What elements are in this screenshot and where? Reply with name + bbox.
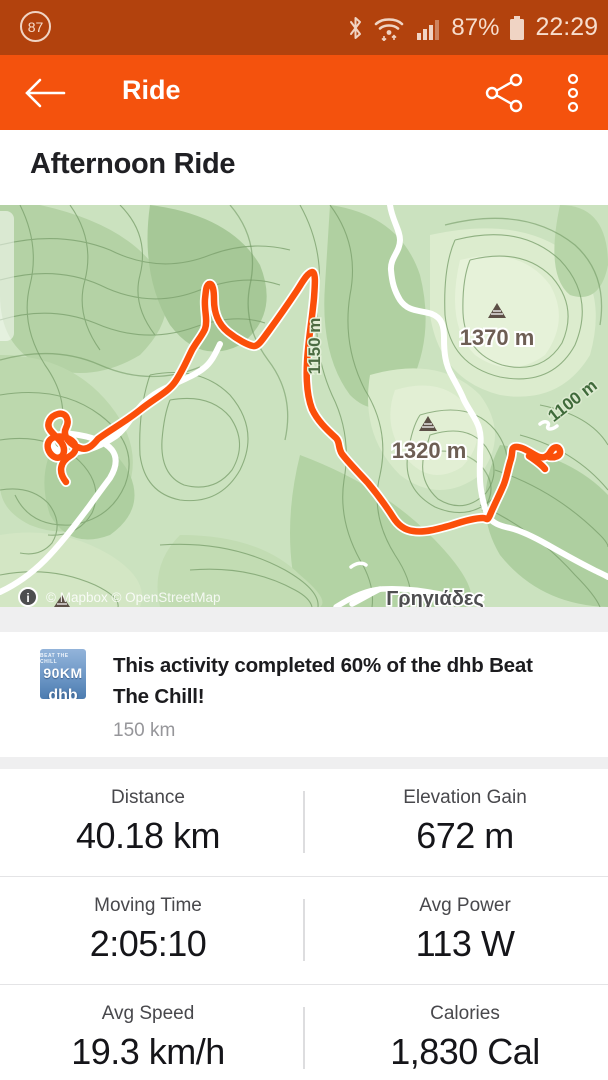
challenge-goal: 150 km xyxy=(113,720,176,741)
place-label: Γρηγιάδες xyxy=(386,588,484,607)
stat-label: Elevation Gain xyxy=(403,787,527,808)
stat-value: 113 W xyxy=(415,923,515,964)
stat-avg-power: Avg Power 113 W xyxy=(325,877,605,985)
app-bar: Ride xyxy=(0,55,608,130)
status-bar: 87 87% 22:29 xyxy=(0,0,608,55)
stat-value: 1,830 Cal xyxy=(390,1031,540,1072)
column-divider xyxy=(303,1007,305,1069)
contour-label-1150: 1150 m xyxy=(305,318,324,375)
wifi-icon xyxy=(375,17,404,41)
challenge-badge-dhb: BEAT THE CHILL 90KM dhb xyxy=(40,649,86,699)
badge-brand: dhb xyxy=(48,687,78,699)
overflow-menu-icon[interactable] xyxy=(556,71,590,115)
stat-distance: Distance 40.18 km xyxy=(8,769,288,877)
clock-text: 22:29 xyxy=(535,13,598,41)
stat-label: Avg Speed xyxy=(101,1003,195,1024)
stat-value: 2:05:10 xyxy=(89,923,207,964)
battery-percent-text: 87% xyxy=(451,13,500,41)
page-title: Ride xyxy=(122,75,181,105)
stat-avg-speed: Avg Speed 19.3 km/h xyxy=(8,985,288,1080)
stats-row-1: Distance 40.18 km Elevation Gain 672 m xyxy=(0,769,608,877)
challenge-card[interactable]: BEAT THE CHILL 90KM dhb This activity co… xyxy=(0,632,608,757)
bluetooth-icon xyxy=(350,16,362,39)
stats-grid: Distance 40.18 km Elevation Gain 672 m M… xyxy=(0,769,608,1080)
stat-value: 672 m xyxy=(416,815,514,856)
notification-count-badge: 87 xyxy=(20,11,51,42)
stats-row-3: Avg Speed 19.3 km/h Calories 1,830 Cal xyxy=(0,985,608,1080)
peak-marker-1320: 1320 m xyxy=(390,416,468,465)
peak-label: 1320 m xyxy=(392,438,467,463)
svg-text:i: i xyxy=(26,591,29,605)
challenge-message: This activity completed 60% of the dhb B… xyxy=(113,654,533,708)
stat-value: 19.3 km/h xyxy=(71,1031,225,1072)
section-gap xyxy=(0,757,608,769)
attribution-text: © Mapbox © OpenStreetMap xyxy=(46,590,220,605)
map-attribution[interactable]: i © Mapbox © OpenStreetMap xyxy=(18,587,220,607)
badge-distance: 90KM xyxy=(43,665,83,681)
back-arrow-icon[interactable] xyxy=(24,76,66,110)
column-divider xyxy=(303,899,305,961)
stat-label: Calories xyxy=(430,1003,500,1024)
peak-label: 1370 m xyxy=(460,325,535,350)
stat-calories: Calories 1,830 Cal xyxy=(325,985,605,1080)
activity-title: Afternoon Ride xyxy=(30,148,236,180)
activity-header: Afternoon Ride xyxy=(0,130,608,205)
stat-label: Distance xyxy=(111,787,185,808)
signal-strength-icon xyxy=(417,19,440,40)
stat-label: Moving Time xyxy=(94,895,202,916)
stat-moving-time: Moving Time 2:05:10 xyxy=(8,877,288,985)
share-icon[interactable] xyxy=(483,73,527,113)
stat-value: 40.18 km xyxy=(75,815,221,856)
battery-icon xyxy=(510,15,525,40)
section-gap xyxy=(0,607,608,632)
badge-subtitle: BEAT THE CHILL xyxy=(40,653,69,665)
stats-row-2: Moving Time 2:05:10 Avg Power 113 W xyxy=(0,877,608,985)
stat-label: Avg Power xyxy=(419,895,511,916)
topo-map-canvas: 1370 m 1320 m 1150 m 1100 m Γρηγιάδες i … xyxy=(0,205,608,607)
column-divider xyxy=(303,791,305,853)
route-map[interactable]: 1370 m 1320 m 1150 m 1100 m Γρηγιάδες i … xyxy=(0,205,608,607)
stat-elevation-gain: Elevation Gain 672 m xyxy=(325,769,605,877)
peak-marker-1370: 1370 m xyxy=(458,303,536,352)
